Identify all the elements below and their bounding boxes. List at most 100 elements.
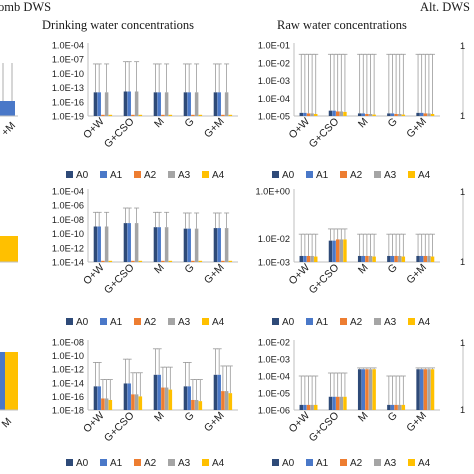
legend-swatch-A4 [408, 171, 415, 178]
y-tick-label: 1.0E-08 [52, 338, 84, 348]
bar-A0 [328, 110, 333, 116]
legend-label: A1 [110, 317, 123, 328]
x-tick-label: G+M [202, 410, 227, 435]
bar-A3 [427, 255, 431, 262]
legend-label: A3 [178, 317, 191, 328]
legend-swatch-A0 [272, 318, 279, 325]
legend-swatch-A1 [306, 171, 313, 178]
y-tick-label: 1.0E-04 [52, 187, 84, 197]
bar-A1 [419, 112, 424, 116]
legend-label: A0 [282, 170, 295, 181]
bar-A1 [361, 113, 366, 116]
y-tick-label: 1.0E-16 [52, 97, 84, 107]
legend-swatch-A0 [66, 171, 73, 178]
bar-A4 [228, 114, 233, 116]
chart-panel-drinking-row2: 1.0E-14 1.0E-12 1.0E-10 1.0E-08 1.0E-06 1.0E-… [52, 187, 238, 328]
bar-A3 [104, 398, 109, 410]
bar-A0 [93, 92, 98, 116]
bar-A1 [390, 255, 395, 262]
bar-A2 [161, 260, 165, 262]
x-tick-label: M [356, 116, 371, 131]
bar-A3 [104, 226, 109, 262]
bar-A0 [93, 226, 98, 262]
x-tick-label: G+CSO [102, 410, 137, 445]
legend-label: A3 [384, 170, 397, 181]
bar-A4 [430, 113, 435, 116]
bar-A0 [299, 404, 303, 410]
bar-A1 [127, 223, 131, 262]
bar-A3 [164, 227, 169, 262]
legend-swatch-A4 [202, 318, 209, 325]
bar-A3 [164, 387, 169, 410]
partial-tick-label: 1 [460, 41, 465, 51]
x-tick-label: M [152, 116, 167, 131]
bar-A0 [299, 112, 303, 116]
bar-A1 [303, 404, 307, 410]
bar-A3 [427, 113, 431, 116]
bar-A3 [224, 228, 229, 262]
x-tick-label: G [386, 116, 400, 130]
bar-A2 [394, 255, 398, 262]
y-tick-label: 1.0E-07 [52, 55, 84, 65]
y-tick-label: 1.0E+00 [256, 187, 291, 197]
bar-A4 [108, 260, 113, 262]
bar-A1 [361, 255, 366, 262]
bar-A3 [310, 255, 314, 262]
bar-A4 [138, 114, 143, 116]
bar-A2 [191, 260, 195, 262]
bar-A4 [138, 260, 143, 262]
bar-A3 [224, 92, 229, 116]
bar-A2 [161, 114, 165, 116]
bar-A1 [303, 255, 307, 262]
x-tick-label: O+W [81, 116, 107, 142]
chart-panel-raw-row2: 1.0E-03 1.0E-02 1.0E+00 O+WG+CSO M G G+M A0 A1 A2… [256, 187, 440, 328]
bar-A4 [198, 260, 203, 262]
y-tick-label: 1.0E-12 [52, 365, 84, 375]
legend-swatch-A3 [374, 171, 381, 178]
x-tick-label: O+W [81, 410, 107, 436]
bar-A0 [387, 255, 391, 262]
bar-A2 [221, 114, 225, 116]
bar-A3 [134, 394, 139, 410]
bar-A2 [221, 260, 225, 262]
legend-swatch-A4 [202, 459, 209, 466]
bar-A0 [93, 386, 98, 410]
y-tick-label: 1.0E-04 [52, 41, 84, 51]
bar-A4 [108, 114, 113, 116]
partial-bar [0, 236, 18, 262]
bar-A0 [153, 92, 158, 116]
partial-tick-label: M [0, 416, 14, 431]
bar-A3 [339, 239, 344, 262]
y-tick-label: 1.0E-13 [52, 83, 84, 93]
legend-swatch-A3 [374, 459, 381, 466]
bar-A1 [187, 386, 191, 410]
bar-A4 [343, 111, 347, 116]
x-tick-label: G [182, 262, 196, 276]
bar-A3 [427, 369, 431, 410]
bar-A4 [168, 260, 173, 262]
bar-A4 [343, 396, 347, 410]
chart-panel-drinking-row3: 1.0E-18 1.0E-16 1.0E-14 1.0E-12 1.0E-10 1.0E-… [52, 338, 238, 469]
partial-bar [0, 352, 5, 410]
bar-A0 [123, 91, 128, 116]
x-tick-label: G+M [404, 410, 429, 435]
bar-A4 [314, 113, 318, 116]
x-tick-label: O+W [287, 410, 313, 436]
legend-swatch-A3 [374, 318, 381, 325]
bar-A1 [157, 92, 161, 116]
bar-A0 [123, 383, 128, 410]
bar-A1 [217, 228, 221, 262]
y-tick-label: 1.0E-05 [258, 112, 290, 122]
legend-swatch-A2 [134, 459, 141, 466]
bar-A3 [104, 92, 109, 116]
legend-label: A2 [350, 458, 363, 469]
bar-A4 [401, 256, 406, 262]
bar-A0 [213, 374, 218, 410]
legend-swatch-A3 [168, 171, 175, 178]
bar-A1 [187, 92, 191, 116]
bar-A3 [398, 113, 402, 116]
legend-label: A3 [178, 170, 191, 181]
left-header: omb DWS [0, 0, 52, 14]
legend-swatch-A0 [272, 459, 279, 466]
bar-A3 [194, 92, 199, 116]
